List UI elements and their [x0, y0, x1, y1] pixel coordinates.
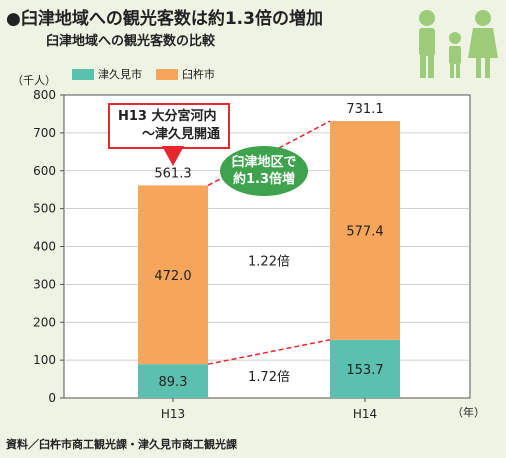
page-title: ●臼津地域への観光客数は約1.3倍の増加 — [6, 9, 323, 29]
y-tick-label: 400 — [33, 240, 56, 254]
connector-line-lower — [207, 339, 331, 365]
x-tick-label: H14 — [353, 407, 377, 421]
bar-value-label: 577.4 — [346, 224, 383, 239]
increase-bubble: 臼津地区で 約1.3倍増 — [220, 146, 308, 196]
y-tick-label: 100 — [33, 353, 56, 367]
bar-segment — [330, 121, 400, 340]
y-tick-label: 0 — [48, 391, 56, 405]
legend-item-usuki: 臼杵市 — [156, 66, 215, 82]
x-tick-label: H13 — [161, 407, 185, 421]
bar-segment — [138, 364, 208, 398]
legend-label-tsukumi: 津久見市 — [98, 68, 142, 81]
ratio-label-usuki: 1.22倍 — [248, 254, 290, 269]
legend-swatch-usuki — [156, 68, 178, 80]
y-tick-label: 300 — [33, 277, 56, 291]
family-icon — [419, 10, 498, 78]
y-tick-label: 600 — [33, 164, 56, 178]
chart-legend: 津久見市 臼杵市 — [72, 66, 215, 82]
callout-pointer — [162, 146, 184, 166]
legend-swatch-tsukumi — [72, 68, 94, 80]
bar-segment — [138, 185, 208, 365]
legend-label-usuki: 臼杵市 — [182, 68, 215, 81]
legend-item-tsukumi: 津久見市 — [72, 66, 142, 82]
ratio-label-tsukumi: 1.72倍 — [248, 370, 290, 385]
bubble-line-2: 約1.3倍増 — [232, 172, 296, 187]
chart-subtitle: 臼津地域への観光客数の比較 — [46, 34, 216, 49]
callout-line-1: H13 大分宮河内 — [118, 109, 217, 124]
y-tick-label: 200 — [33, 315, 56, 329]
y-tick-label: 800 — [33, 88, 56, 102]
source-note: 資料／臼杵市商工観光課・津久見市商工観光課 — [6, 438, 237, 451]
callout-box: H13 大分宮河内 ～津久見開通 — [108, 103, 231, 149]
y-tick-label: 700 — [33, 126, 56, 140]
y-axis-unit: （千人） — [12, 74, 56, 87]
bar-value-label: 472.0 — [154, 269, 191, 284]
y-tick-label: 500 — [33, 202, 56, 216]
bar-value-label: 153.7 — [346, 363, 383, 378]
bubble-line-1: 臼津地区で — [231, 155, 297, 170]
bar-value-label: 89.3 — [159, 375, 188, 390]
callout-line-2: ～津久見開通 — [142, 127, 221, 142]
bar-segment — [330, 339, 400, 398]
bar-total-label: 731.1 — [346, 102, 383, 117]
x-axis-unit: （年） — [452, 406, 485, 419]
bar-total-label: 561.3 — [154, 166, 191, 181]
